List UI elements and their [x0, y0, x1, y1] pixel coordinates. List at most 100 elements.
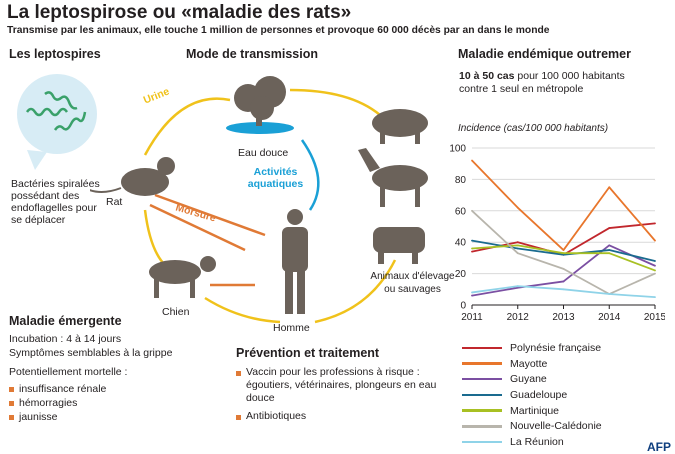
data-point [471, 239, 473, 242]
heading-prevention: Prévention et traitement [236, 346, 380, 360]
data-point [608, 293, 611, 295]
bacteria-description: Bactéries spiralées possédant des endofl… [11, 178, 100, 226]
data-point [562, 267, 565, 270]
data-point [471, 159, 473, 162]
label-dog: Chien [162, 306, 190, 318]
legend-swatch [462, 393, 502, 397]
prevention-list: Vaccin pour les professions à risque : é… [236, 366, 441, 423]
label-livestock: Animaux d'élevage ou sauvages [370, 271, 455, 295]
data-point [654, 272, 656, 275]
data-point [608, 186, 611, 189]
legend-swatch [462, 362, 502, 365]
transmission-diagram [90, 76, 428, 324]
mortal-text: Potentiellement mortelle : [9, 366, 128, 378]
list-item: Vaccin pour les professions à risque : é… [236, 366, 441, 405]
list-item: insuffisance rénale [9, 382, 172, 396]
data-point [471, 250, 473, 253]
incidence-chart: Incidence (cas/100 000 habitants) 0 20 40 60… [449, 123, 665, 323]
data-point [562, 280, 565, 283]
data-point [471, 294, 473, 297]
legend-label: Guadeloupe [510, 388, 568, 401]
chart-title: Incidence (cas/100 000 habitants) [458, 123, 608, 134]
data-point [654, 296, 656, 299]
legend-label: Nouvelle-Calédonie [510, 420, 602, 433]
list-item: hémorragies [9, 396, 172, 410]
data-point [516, 247, 519, 250]
legend-item: Guadeloupe [462, 387, 602, 403]
data-point [562, 288, 565, 291]
legend-item: Martinique [462, 403, 602, 419]
y-tick-label: 40 [455, 238, 467, 249]
legend-label: La Réunion [510, 435, 564, 448]
label-rat: Rat [106, 196, 123, 208]
list-item: Antibiotiques [236, 410, 441, 423]
legend-swatch [462, 440, 502, 444]
y-tick-label: 80 [455, 175, 467, 186]
data-point [471, 291, 473, 294]
data-point [654, 239, 656, 242]
legend-label: Guyane [510, 373, 547, 386]
afp-logo: AFP [647, 440, 671, 454]
x-tick-label: 2014 [598, 312, 621, 323]
legend-item: Nouvelle-Calédonie [462, 418, 602, 434]
data-point [654, 222, 656, 225]
data-point [562, 249, 565, 251]
data-point [608, 249, 611, 251]
bacteria-illustration [17, 74, 97, 170]
x-tick-label: 2015 [644, 312, 665, 323]
endemic-rate: 10 à 50 cas pour 100 000 habitants [459, 70, 625, 82]
y-tick-label: 20 [455, 269, 467, 280]
label-water: Eau douce [238, 147, 289, 159]
incubation-text: Incubation : 4 à 14 jours [9, 333, 122, 345]
x-tick-label: 2013 [552, 312, 575, 323]
legend-item: La Réunion [462, 434, 602, 450]
data-point [516, 241, 519, 244]
y-tick-label: 60 [455, 206, 467, 217]
data-point [562, 252, 565, 255]
list-item: jaunisse [9, 410, 172, 424]
data-point [516, 286, 519, 289]
legend-swatch [462, 377, 502, 381]
complications-list: insuffisance rénale hémorragies jaunisse [9, 382, 172, 424]
heading-emergent: Maladie émergente [9, 314, 122, 328]
data-point [654, 269, 656, 272]
data-point [654, 264, 656, 267]
data-point [608, 252, 611, 255]
endemic-rate-bold: 10 à 50 cas [459, 70, 515, 82]
x-tick-label: 2012 [507, 312, 530, 323]
legend-label: Mayotte [510, 357, 548, 370]
data-point [654, 260, 656, 262]
legend-swatch [462, 346, 502, 350]
legend-label: Polynésie française [510, 341, 602, 354]
page-title: La leptospirose ou «maladie des rats» [7, 2, 352, 23]
data-point [516, 285, 519, 288]
data-point [471, 247, 473, 250]
label-man: Homme [273, 322, 310, 334]
symptoms-text: Symptômes semblables à la grippe [9, 347, 173, 359]
data-point [516, 252, 519, 255]
data-point [516, 206, 519, 209]
legend-item: Polynésie française [462, 340, 602, 356]
data-point [471, 209, 473, 212]
heading-leptospires: Les leptospires [9, 47, 101, 61]
y-tick-label: 0 [460, 301, 466, 312]
y-tick-label: 100 [449, 144, 466, 155]
legend-swatch [462, 409, 502, 412]
x-tick-label: 2011 [461, 312, 483, 323]
legend-label: Martinique [510, 404, 560, 417]
data-point [608, 227, 611, 229]
emergent-block: Incubation : 4 à 14 jours Symptômes semb… [9, 332, 172, 424]
endemic-rate-rest: pour 100 000 habitants [514, 70, 625, 82]
chart-legend: Polynésie française Mayotte Guyane Guadelou… [462, 340, 602, 450]
endemic-comparison: contre 1 seul en métropole [459, 83, 584, 95]
legend-swatch [462, 425, 502, 428]
page-subtitle: Transmise par les animaux, elle touche 1… [7, 25, 550, 36]
legend-item: Mayotte [462, 356, 602, 372]
data-point [562, 253, 565, 256]
label-activities: Activités aquatiques [247, 166, 304, 190]
data-point [516, 244, 519, 247]
heading-transmission: Mode de transmission [186, 47, 318, 61]
heading-endemic: Maladie endémique outremer [458, 47, 631, 61]
legend-item: Guyane [462, 371, 602, 387]
data-point [608, 244, 611, 247]
